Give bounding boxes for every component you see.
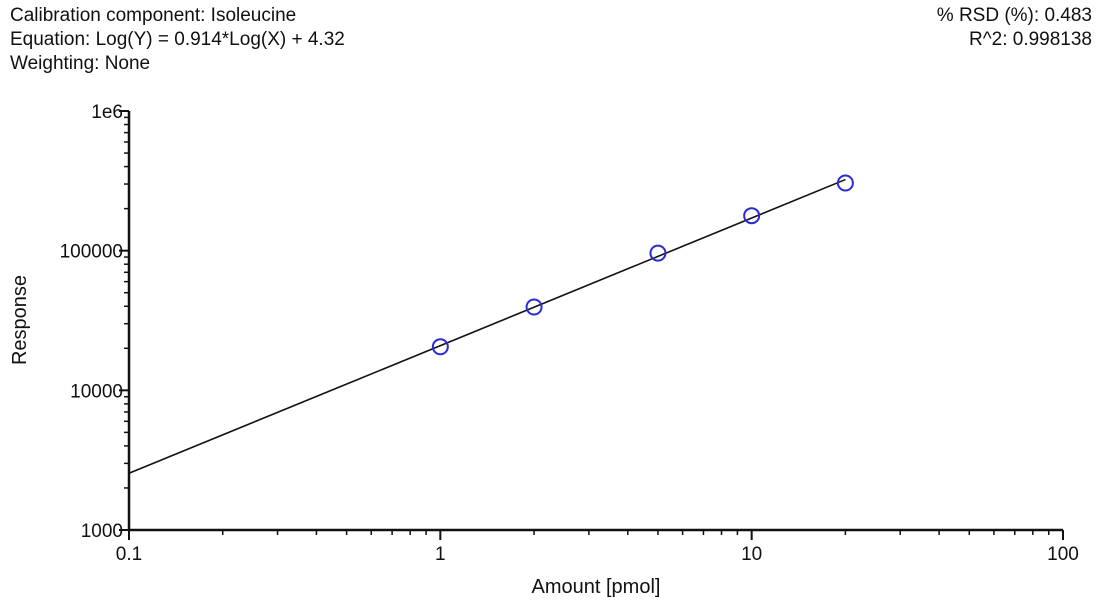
data-point: [649, 244, 667, 262]
calibration-info: Calibration component: Isoleucine Equati…: [10, 4, 345, 76]
y-tick-label: 100000: [60, 242, 123, 263]
axes: 0.1 1 10 100 1000 10000 100000 1e6: [60, 102, 1079, 565]
fit-layer: [128, 178, 846, 475]
fit-line: [128, 178, 846, 475]
component-label: Calibration component: Isoleucine: [10, 5, 297, 26]
x-tick-label: 1: [435, 544, 446, 565]
y-axis-title: Response: [9, 275, 31, 365]
y-tick-label: 1000: [81, 521, 123, 542]
x-tick-label: 100: [1047, 544, 1079, 565]
fit-statistics: % RSD (%): 0.483 R^2: 0.998138: [937, 4, 1092, 52]
points-layer: [431, 174, 854, 356]
data-point: [836, 174, 854, 192]
equation-label: Equation: Log(Y) = 0.914*Log(X) + 4.32: [10, 29, 345, 50]
x-tick-label: 10: [741, 544, 762, 565]
rsd-label: % RSD (%): 0.483: [936, 5, 1092, 26]
x-tick-label: 0.1: [116, 544, 142, 565]
data-point: [525, 298, 543, 316]
data-point: [431, 338, 449, 356]
r-squared-label: R^2: 0.998138: [968, 29, 1092, 50]
weighting-label: Weighting: None: [10, 53, 151, 74]
y-tick-label: 10000: [70, 381, 123, 402]
data-point: [743, 207, 761, 225]
x-axis-title: Amount [pmol]: [532, 576, 661, 598]
y-tick-label: 1e6: [91, 102, 123, 123]
